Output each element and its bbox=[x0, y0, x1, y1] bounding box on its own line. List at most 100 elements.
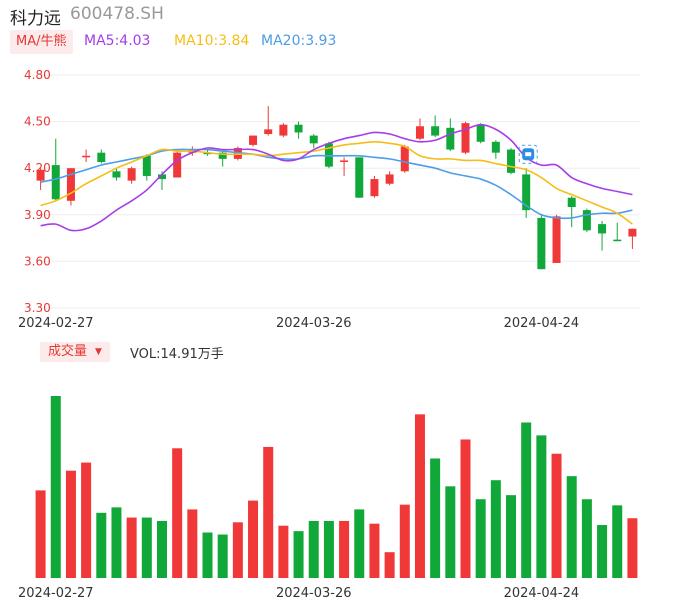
volume-bar bbox=[81, 462, 92, 578]
volume-bar bbox=[263, 446, 274, 578]
candle-body bbox=[97, 152, 106, 162]
volume-bar bbox=[536, 435, 547, 578]
volume-bar bbox=[50, 396, 61, 578]
volume-bar bbox=[156, 520, 167, 578]
date-tick-label: 2024-04-24 bbox=[504, 586, 580, 601]
volume-bar bbox=[460, 439, 471, 578]
candle-body bbox=[628, 228, 637, 237]
volume-bar bbox=[111, 507, 122, 578]
date-tick-label: 2024-02-27 bbox=[18, 316, 94, 331]
candle-body bbox=[598, 224, 607, 234]
candle-body bbox=[309, 135, 318, 144]
candle-body bbox=[127, 168, 136, 181]
volume-bar bbox=[445, 486, 456, 578]
volume-bar bbox=[126, 517, 137, 578]
volume-bar bbox=[339, 520, 350, 578]
volume-indicator-selector[interactable]: 成交量 ▼ bbox=[40, 342, 110, 362]
volume-bar bbox=[308, 520, 319, 578]
candle-body bbox=[582, 210, 591, 231]
candle-body bbox=[157, 174, 166, 180]
volume-bar bbox=[475, 499, 486, 578]
volume-bar bbox=[430, 458, 441, 578]
candle-body bbox=[613, 239, 622, 242]
candle-body bbox=[507, 149, 516, 173]
candle-body bbox=[567, 197, 576, 208]
volume-indicator-label: 成交量 bbox=[48, 344, 88, 359]
price-tick-label: 4.80 bbox=[24, 68, 51, 82]
candle-body bbox=[400, 146, 409, 172]
candle-body bbox=[173, 152, 182, 178]
caret-down-icon: ▼ bbox=[95, 347, 102, 357]
stock-code: 600478.SH bbox=[70, 4, 164, 24]
volume-bar bbox=[248, 500, 259, 578]
candle-body bbox=[112, 171, 121, 178]
price-tick-label: 3.60 bbox=[24, 254, 51, 268]
volume-bar bbox=[384, 552, 395, 578]
marker-glyph-icon bbox=[525, 152, 532, 157]
date-tick-label: 2024-02-27 bbox=[18, 586, 94, 601]
candle-body bbox=[66, 168, 75, 201]
ma10-legend: MA10:3.84 bbox=[174, 33, 250, 49]
volume-bar bbox=[202, 532, 213, 578]
candle-body bbox=[552, 216, 561, 263]
volume-bar bbox=[141, 517, 152, 578]
volume-bar bbox=[551, 453, 562, 578]
price-tick-label: 4.50 bbox=[24, 115, 51, 129]
volume-bar bbox=[293, 531, 304, 578]
volume-bar bbox=[506, 495, 517, 578]
date-tick-label: 2024-03-26 bbox=[276, 586, 352, 601]
candle-body bbox=[385, 174, 394, 184]
volume-bar bbox=[612, 505, 623, 578]
candle-body bbox=[537, 217, 546, 270]
volume-bar bbox=[399, 504, 410, 578]
candle-body bbox=[461, 123, 470, 153]
candle-body bbox=[264, 129, 273, 135]
candle-body bbox=[82, 155, 91, 158]
ma10-line bbox=[40, 140, 633, 225]
candle-body bbox=[476, 124, 485, 142]
stock-name: 科力远 bbox=[10, 9, 61, 29]
ma20-line bbox=[40, 148, 633, 220]
date-tick-label: 2024-04-24 bbox=[504, 316, 580, 331]
candle-body bbox=[279, 124, 288, 136]
volume-bar bbox=[96, 512, 107, 578]
candle-body bbox=[249, 135, 258, 145]
ma5-legend: MA5:4.03 bbox=[84, 33, 151, 49]
candle-body bbox=[522, 174, 531, 211]
ma20-legend: MA20:3.93 bbox=[261, 33, 337, 49]
volume-bar bbox=[172, 448, 183, 578]
candle-body bbox=[340, 160, 349, 162]
ma5-line bbox=[40, 123, 633, 232]
volume-bar bbox=[232, 522, 243, 578]
candle-body bbox=[355, 157, 364, 198]
volume-bar bbox=[217, 534, 228, 578]
candle-body bbox=[370, 179, 379, 197]
candle-body bbox=[51, 165, 60, 200]
candle-body bbox=[142, 155, 151, 176]
volume-bar bbox=[187, 509, 198, 578]
volume-bar bbox=[581, 499, 592, 578]
volume-bar bbox=[566, 476, 577, 578]
volume-bar bbox=[369, 523, 380, 578]
volume-bar bbox=[354, 509, 365, 578]
candle-body bbox=[446, 127, 455, 150]
ma-indicator-selector[interactable]: MA/牛熊 bbox=[10, 30, 73, 54]
candle-body bbox=[491, 141, 500, 153]
volume-bar bbox=[65, 470, 76, 578]
candle-body bbox=[431, 126, 440, 136]
volume-bar bbox=[490, 480, 501, 578]
date-tick-label: 2024-03-26 bbox=[276, 316, 352, 331]
price-tick-label: 3.30 bbox=[24, 301, 51, 315]
candle-body bbox=[294, 124, 303, 133]
volume-bar bbox=[414, 414, 425, 578]
volume-bar bbox=[278, 525, 289, 578]
volume-bar bbox=[35, 490, 46, 578]
marker-frame-icon bbox=[518, 144, 538, 164]
volume-bar bbox=[323, 520, 334, 578]
volume-readout: VOL:14.91万手 bbox=[130, 347, 224, 362]
candle-body bbox=[36, 169, 45, 181]
candle-body bbox=[218, 152, 227, 159]
volume-bar bbox=[627, 518, 638, 578]
candle-body bbox=[415, 126, 424, 139]
